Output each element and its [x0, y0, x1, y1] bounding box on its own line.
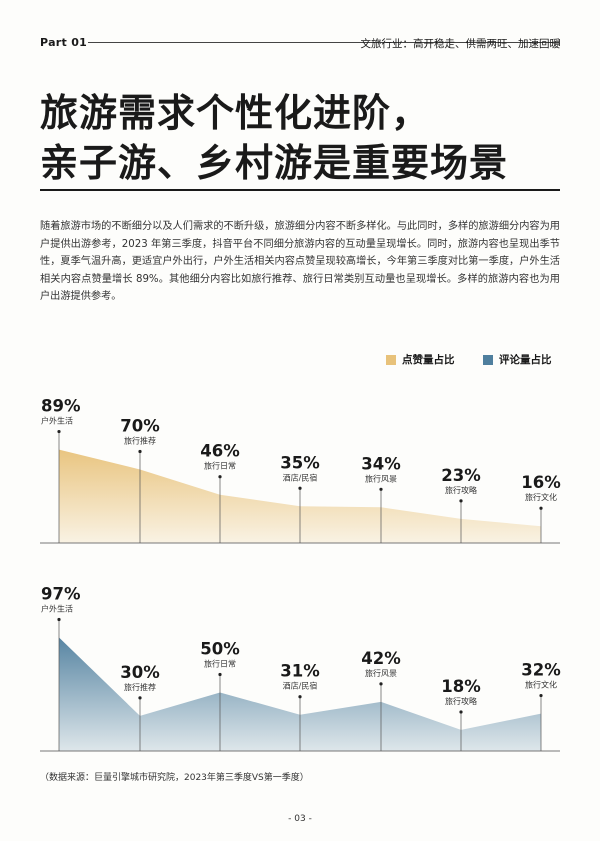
- chart-likes-category-label: 旅行文化: [525, 492, 557, 502]
- chart-likes-area: [59, 449, 541, 543]
- chart-likes-category-label: 旅行攻略: [445, 485, 477, 495]
- chart-comments-dot: [298, 695, 302, 699]
- chart-likes-value-label: 89%: [41, 397, 81, 416]
- chart-comments-dot: [57, 617, 61, 622]
- chart-comments-dot: [218, 672, 222, 677]
- chart-comments-category-label: 户外生活: [41, 604, 73, 614]
- chart-comments-dot: [539, 693, 543, 698]
- chart-comments-dot: [459, 710, 463, 714]
- chart-likes-value-label: 23%: [441, 466, 481, 485]
- chart-likes-value-label: 35%: [280, 453, 320, 472]
- title-rule: [40, 189, 560, 191]
- chart-likes-dot: [539, 506, 543, 510]
- chart-likes-dot: [138, 449, 142, 454]
- chart-likes-dot: [459, 499, 463, 503]
- chart-comments-category-label: 酒店/民宿: [283, 681, 318, 691]
- chart-likes-dot: [379, 487, 383, 491]
- legend-likes-swatch: [386, 354, 396, 365]
- chart-comments-category-label: 旅行日常: [204, 659, 236, 669]
- chart-comments-value-label: 42%: [361, 649, 401, 668]
- chart-comments-value-label: 30%: [120, 663, 160, 682]
- page-title-line2: 亲子游、乡村游是重要场景: [40, 141, 509, 185]
- chart-likes-category-label: 旅行推荐: [124, 436, 156, 446]
- chart-comments-value-label: 50%: [200, 640, 240, 659]
- chart-likes-category-label: 酒店/民宿: [283, 472, 318, 482]
- chart-comments-value-label: 18%: [441, 677, 481, 696]
- chart-comments-dot: [379, 682, 383, 686]
- chart-likes-dot: [298, 486, 302, 490]
- chart-comments-value-label: 31%: [280, 662, 320, 681]
- legend-comments-swatch: [483, 354, 493, 365]
- chart-likes-dot: [218, 475, 222, 479]
- chart-comments-value-label: 97%: [41, 585, 81, 604]
- part-label: Part 01: [40, 36, 88, 49]
- chart-likes-value-label: 46%: [200, 442, 240, 461]
- page-title-line1: 旅游需求个性化进阶，: [40, 91, 431, 135]
- section-title: 文旅行业：高开稳走、供需两旺、加速回暖: [360, 38, 561, 50]
- chart-comments-value-label: 32%: [521, 661, 561, 680]
- chart-comments-category-label: 旅行文化: [525, 680, 557, 690]
- chart-comments-area: [59, 637, 541, 751]
- header-rule-tick: [559, 39, 560, 46]
- chart-comments-category-label: 旅行推荐: [124, 682, 156, 692]
- chart-likes-value-label: 34%: [361, 454, 401, 473]
- intro-paragraph: 随着旅游市场的不断细分以及人们需求的不断升级，旅游细分内容不断多样化。与此同时，…: [40, 221, 560, 303]
- chart-comments-dot: [138, 696, 142, 700]
- page-number: - 03 -: [288, 814, 312, 824]
- page-title: 旅游需求个性化进阶， 亲子游、乡村游是重要场景: [40, 88, 508, 188]
- chart-comments-category-label: 旅行风景: [365, 668, 397, 678]
- source-footnote: （数据来源：巨量引擎城市研究院，2023年第三季度VS第一季度）: [40, 773, 309, 783]
- chart-likes-category-label: 户外生活: [41, 416, 73, 426]
- chart-likes-dot: [57, 429, 61, 434]
- chart-likes-category-label: 旅行风景: [365, 473, 397, 483]
- chart-likes-category-label: 旅行日常: [204, 461, 236, 471]
- legend-comments-label: 评论量占比: [499, 354, 552, 366]
- legend-comments: 评论量占比: [483, 352, 552, 367]
- chart-likes-value-label: 16%: [521, 473, 561, 492]
- legend-likes-label: 点赞量占比: [402, 354, 455, 366]
- chart-comments-category-label: 旅行攻略: [445, 696, 477, 706]
- chart-likes-value-label: 70%: [120, 417, 160, 436]
- legend-likes: 点赞量占比: [386, 352, 455, 367]
- header-rule: [88, 39, 560, 46]
